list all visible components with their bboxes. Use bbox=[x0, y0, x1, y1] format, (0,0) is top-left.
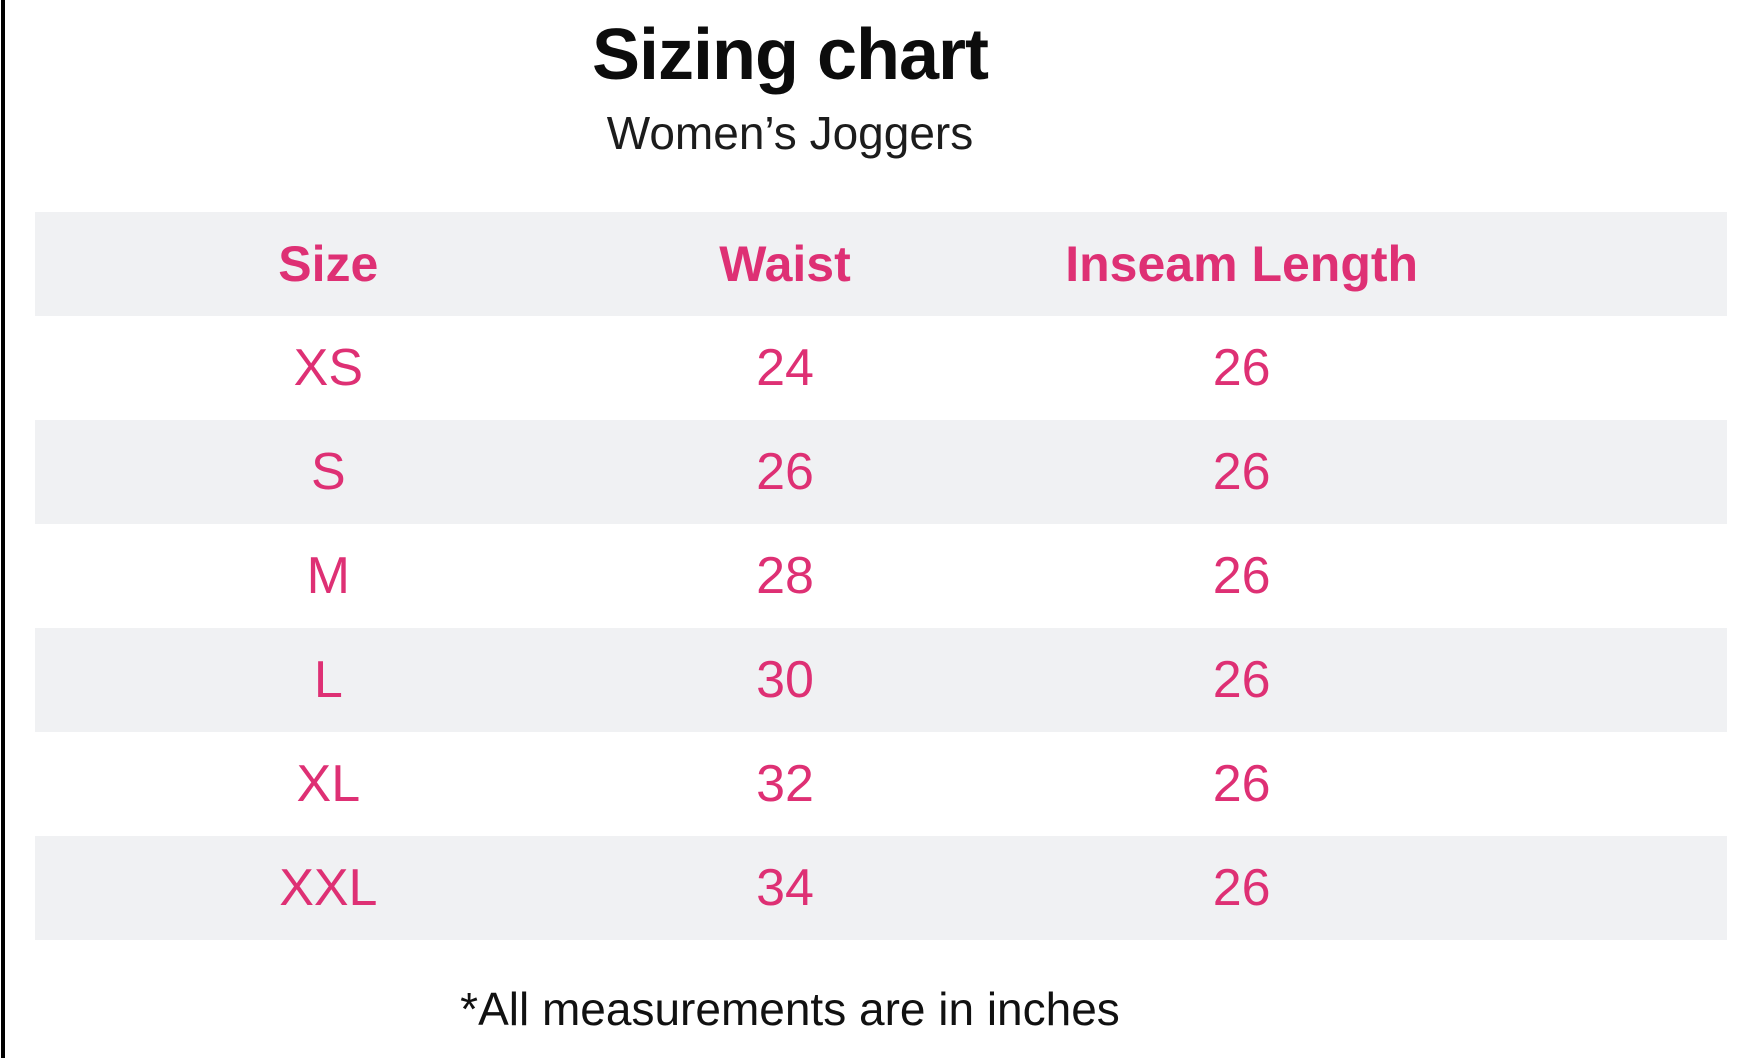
table-cell: XS bbox=[293, 339, 364, 397]
table-cell: 28 bbox=[756, 547, 814, 605]
measurements-note: *All measurements are in inches bbox=[460, 983, 1120, 1035]
table-row: XL 32 26 bbox=[35, 732, 1727, 836]
chart-subtitle: Women’s Joggers bbox=[606, 107, 974, 159]
table-header-row: Size Waist Inseam Length bbox=[35, 212, 1727, 316]
image-left-border bbox=[1, 0, 5, 1058]
table-cell: 32 bbox=[756, 755, 814, 813]
table-cell: 26 bbox=[1212, 755, 1271, 813]
table-cell: XXL bbox=[279, 859, 378, 917]
sizing-table: Size Waist Inseam Length XS 24 26 S 26 26 M 28 2… bbox=[35, 212, 1727, 940]
table-row: XXL 34 26 bbox=[35, 836, 1727, 940]
table-row: M 28 26 bbox=[35, 524, 1727, 628]
table-cell: 26 bbox=[1212, 339, 1271, 397]
table-cell: L bbox=[313, 651, 343, 709]
table-cell: 26 bbox=[1212, 547, 1271, 605]
column-header-waist: Waist bbox=[719, 236, 851, 292]
column-header-inseam-length: Inseam Length bbox=[1065, 236, 1419, 292]
table-cell: 24 bbox=[756, 339, 814, 397]
table-cell: M bbox=[306, 547, 350, 605]
table-cell: 30 bbox=[756, 651, 814, 709]
table-cell: 26 bbox=[756, 443, 814, 501]
column-header-size: Size bbox=[278, 236, 379, 292]
table-row: S 26 26 bbox=[35, 420, 1727, 524]
table-cell: 34 bbox=[756, 859, 814, 917]
table-row: XS 24 26 bbox=[35, 316, 1727, 420]
table-cell: 26 bbox=[1212, 651, 1271, 709]
chart-title: Sizing chart bbox=[591, 15, 989, 95]
table-cell: XL bbox=[296, 755, 361, 813]
table-cell: 26 bbox=[1212, 859, 1271, 917]
table-row: L 30 26 bbox=[35, 628, 1727, 732]
table-cell: S bbox=[310, 443, 346, 501]
table-cell: 26 bbox=[1212, 443, 1271, 501]
